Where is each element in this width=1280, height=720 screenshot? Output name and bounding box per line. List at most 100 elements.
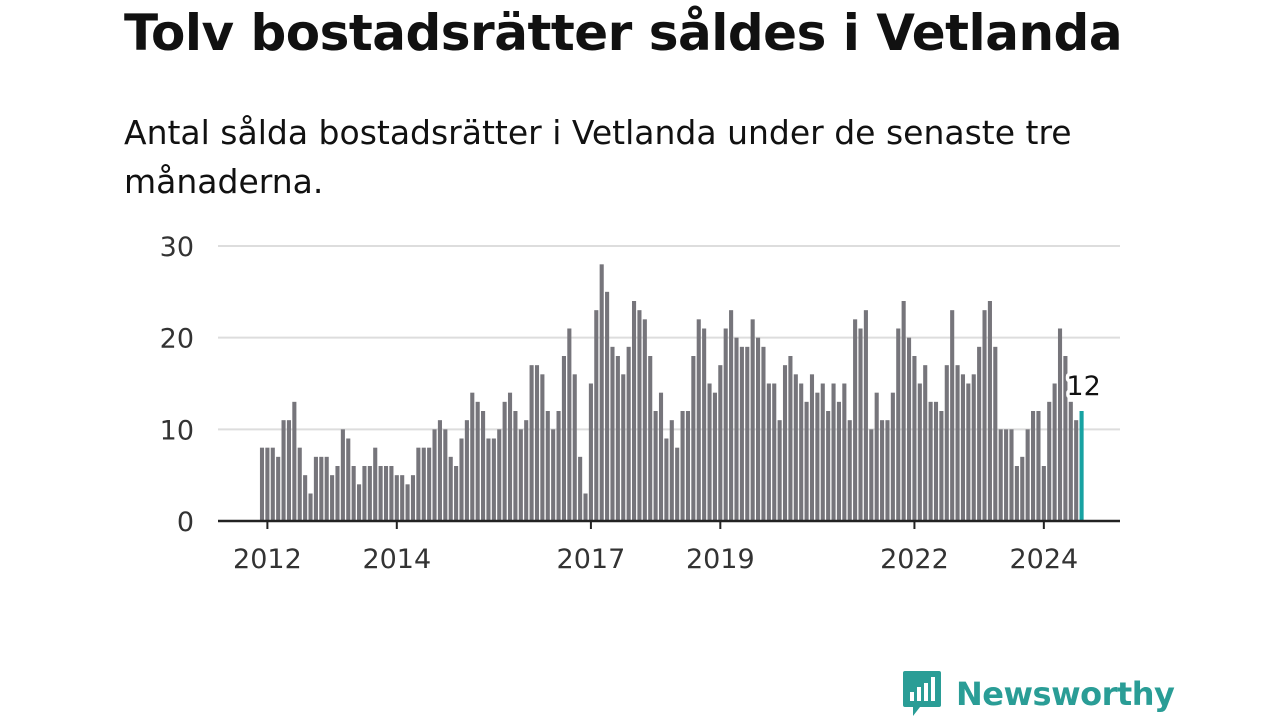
- x-tick-label: 2019: [686, 544, 755, 575]
- bar: [297, 447, 302, 521]
- bar: [437, 420, 442, 521]
- bar: [901, 301, 906, 521]
- bar: [432, 429, 437, 521]
- bar: [960, 374, 966, 521]
- bar: [723, 328, 728, 521]
- bar: [567, 328, 572, 521]
- bar: [459, 438, 464, 521]
- bar: [497, 429, 502, 521]
- x-tick-label: 2012: [233, 544, 302, 575]
- bar: [648, 356, 653, 521]
- bar: [351, 466, 356, 521]
- bar: [756, 337, 761, 521]
- bar: [491, 438, 496, 521]
- bar: [880, 420, 885, 521]
- bar: [1052, 383, 1057, 521]
- bar: [454, 466, 459, 521]
- bar: [987, 301, 992, 521]
- bar: [373, 447, 378, 521]
- newsworthy-brand: Newsworthy: [902, 670, 1175, 718]
- bar: [1057, 328, 1063, 521]
- bar: [853, 319, 858, 521]
- bar: [982, 310, 987, 521]
- bar: [513, 411, 518, 521]
- bar: [896, 328, 901, 521]
- bar: [610, 346, 615, 521]
- bar: [788, 356, 793, 521]
- bar: [836, 401, 841, 521]
- bar: [313, 456, 318, 521]
- bar: [1014, 466, 1019, 521]
- bar: [658, 392, 664, 521]
- bar: [540, 374, 545, 521]
- bar: [572, 374, 577, 521]
- chart-subtitle: Antal sålda bostadsrätter i Vetlanda und…: [124, 113, 1072, 201]
- bar: [664, 438, 669, 521]
- bar: [729, 310, 734, 521]
- bar: [292, 401, 297, 521]
- bar: [1009, 429, 1014, 521]
- bar: [481, 411, 486, 521]
- bar: [362, 466, 367, 521]
- bar: [389, 466, 394, 521]
- bar: [869, 429, 874, 521]
- bar: [874, 392, 879, 521]
- bar: [367, 466, 372, 521]
- bar: [556, 411, 561, 521]
- bar: [858, 328, 863, 521]
- bar: [265, 447, 270, 521]
- bar: [1025, 429, 1030, 521]
- axes: [218, 519, 1120, 529]
- bar-highlight: [1079, 411, 1084, 521]
- bar: [680, 411, 685, 521]
- bar: [793, 374, 798, 521]
- bar: [421, 447, 426, 521]
- bars: [259, 264, 1084, 521]
- bar: [502, 401, 507, 521]
- bar: [448, 456, 453, 521]
- bar: [739, 346, 744, 521]
- bar: [324, 456, 329, 521]
- bar: [518, 429, 523, 521]
- x-tick-label: 2017: [557, 544, 626, 575]
- bar: [906, 337, 912, 521]
- bar-chart-speech-bubble-icon: [903, 671, 941, 716]
- bar: [885, 420, 890, 521]
- bar: [923, 365, 928, 521]
- bar: [653, 411, 658, 521]
- brand-name: Newsworthy: [956, 675, 1175, 713]
- bar: [357, 484, 362, 521]
- bar: [863, 310, 868, 521]
- bar: [1036, 411, 1041, 521]
- bar: [712, 392, 717, 521]
- bar: [335, 466, 340, 521]
- bar: [842, 383, 847, 521]
- bar: [599, 264, 604, 521]
- bar: [330, 475, 335, 521]
- bar: [626, 346, 631, 521]
- bar: [1004, 429, 1009, 521]
- bar: [545, 411, 550, 521]
- bar: [642, 319, 647, 521]
- bar: [998, 429, 1003, 521]
- bar: [847, 420, 852, 521]
- bar: [1041, 466, 1046, 521]
- highlight-value-label: 12: [1066, 371, 1100, 402]
- bar: [809, 374, 815, 521]
- bar: [281, 420, 286, 521]
- bar: [761, 346, 766, 521]
- bar: [734, 337, 739, 521]
- bar: [993, 346, 998, 521]
- bar: [971, 374, 976, 521]
- x-tick-label: 2022: [880, 544, 949, 575]
- x-tick-label: 2014: [362, 544, 431, 575]
- bar: [691, 356, 696, 521]
- bar: [1031, 411, 1036, 521]
- bar: [772, 383, 777, 521]
- bar: [416, 447, 421, 521]
- bar: [270, 447, 275, 521]
- bar: [529, 365, 534, 521]
- bar: [427, 447, 432, 521]
- bar: [777, 420, 782, 521]
